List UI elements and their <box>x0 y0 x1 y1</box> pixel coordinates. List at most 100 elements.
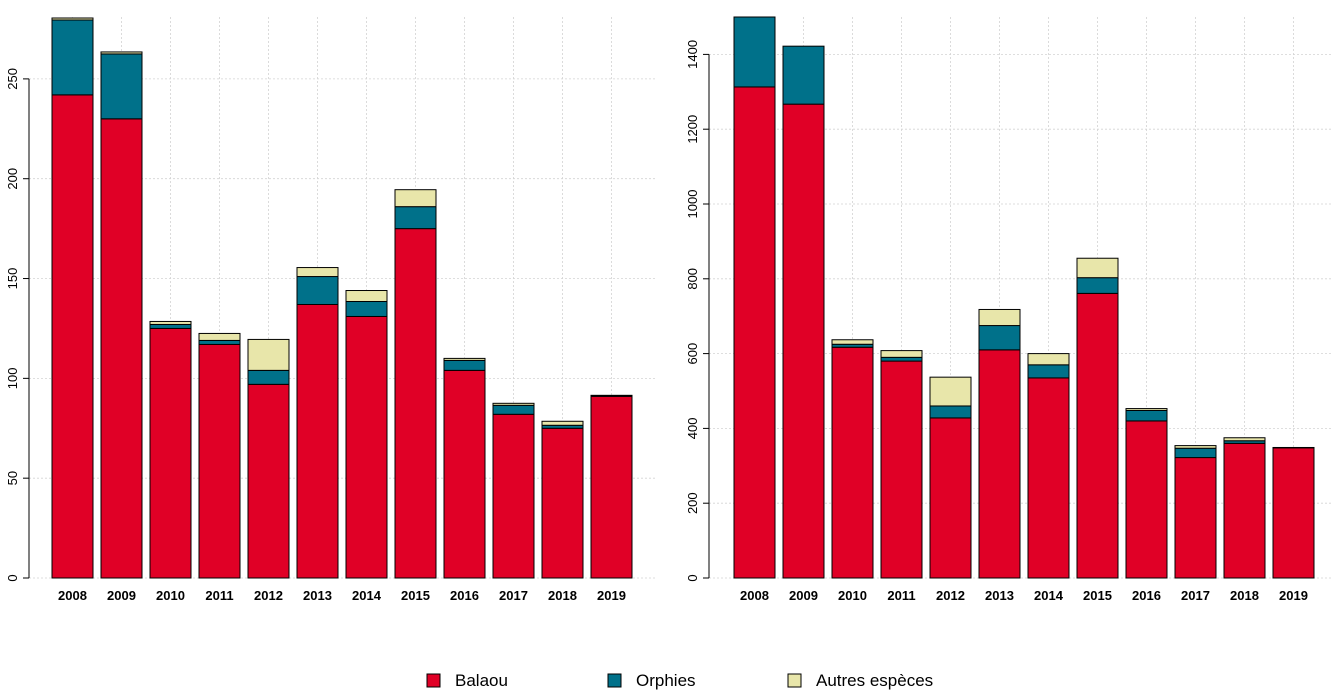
bar-autres-esp-ces-2009 <box>101 52 142 54</box>
bar-balaou-2009 <box>783 104 824 578</box>
bar-orphies-2015 <box>1077 278 1118 294</box>
bar-balaou-2012 <box>930 418 971 578</box>
bar-balaou-2012 <box>248 384 289 578</box>
x-tick-label: 2019 <box>597 588 626 603</box>
bar-autres-esp-ces-2016 <box>444 358 485 360</box>
bar-balaou-2018 <box>1224 443 1265 578</box>
bar-autres-esp-ces-2011 <box>881 351 922 358</box>
x-tick-label: 2010 <box>156 588 185 603</box>
bar-autres-esp-ces-2018 <box>1224 438 1265 441</box>
y-tick-label: 200 <box>685 492 700 514</box>
x-tick-label: 2013 <box>303 588 332 603</box>
legend-swatch-1 <box>427 674 440 687</box>
bar-balaou-2010 <box>150 328 191 578</box>
bar-balaou-2008 <box>52 95 93 578</box>
x-tick-label: 2009 <box>789 588 818 603</box>
x-tick-label: 2013 <box>985 588 1014 603</box>
bar-balaou-2013 <box>297 304 338 578</box>
bar-balaou-2014 <box>346 316 387 578</box>
bar-balaou-2019 <box>1273 448 1314 578</box>
bar-orphies-2015 <box>395 207 436 229</box>
bar-autres-esp-ces-2012 <box>930 377 971 406</box>
y-tick-label: 150 <box>5 268 20 290</box>
legend-label-3: Autres espèces <box>816 671 933 690</box>
bar-balaou-2010 <box>832 347 873 578</box>
bar-autres-esp-ces-2010 <box>150 321 191 324</box>
y-tick-label: 50 <box>5 471 20 485</box>
x-tick-label: 2015 <box>1083 588 1112 603</box>
y-tick-label: 0 <box>685 574 700 581</box>
bar-balaou-2019 <box>591 396 632 578</box>
bar-autres-esp-ces-2013 <box>979 309 1020 325</box>
bar-orphies-2010 <box>150 324 191 328</box>
bar-orphies-2019 <box>591 395 632 396</box>
y-tick-label: 1400 <box>685 40 700 69</box>
x-tick-label: 2012 <box>936 588 965 603</box>
y-tick-label: 0 <box>5 574 20 581</box>
bar-orphies-2014 <box>1028 365 1069 378</box>
bar-balaou-2015 <box>1077 293 1118 578</box>
bar-autres-esp-ces-2011 <box>199 333 240 340</box>
x-tick-label: 2017 <box>1181 588 1210 603</box>
bar-orphies-2009 <box>783 46 824 104</box>
bar-balaou-2017 <box>493 414 534 578</box>
bar-autres-esp-ces-2014 <box>346 291 387 302</box>
legend-label-1: Balaou <box>455 671 508 690</box>
bar-balaou-2016 <box>444 370 485 578</box>
bar-orphies-2008 <box>52 20 93 95</box>
y-tick-label: 1200 <box>685 115 700 144</box>
x-tick-label: 2014 <box>352 588 382 603</box>
bar-autres-esp-ces-2010 <box>832 340 873 344</box>
x-tick-label: 2016 <box>1132 588 1161 603</box>
y-tick-label: 400 <box>685 418 700 440</box>
bar-orphies-2017 <box>493 405 534 414</box>
x-tick-label: 2017 <box>499 588 528 603</box>
bar-orphies-2014 <box>346 301 387 316</box>
bar-autres-esp-ces-2013 <box>297 268 338 277</box>
legend-swatch-2 <box>608 674 621 687</box>
bar-orphies-2009 <box>101 54 142 119</box>
y-tick-label: 250 <box>5 68 20 90</box>
bar-orphies-2016 <box>1126 410 1167 420</box>
bar-orphies-2013 <box>297 277 338 305</box>
bar-balaou-2015 <box>395 229 436 578</box>
bar-balaou-2008 <box>734 87 775 578</box>
x-tick-label: 2018 <box>1230 588 1259 603</box>
y-tick-label: 100 <box>5 368 20 390</box>
bar-balaou-2009 <box>101 119 142 578</box>
legend: Balaou Orphies Autres espèces <box>427 671 933 690</box>
x-tick-label: 2008 <box>740 588 769 603</box>
x-tick-label: 2010 <box>838 588 867 603</box>
x-tick-label: 2008 <box>58 588 87 603</box>
bar-balaou-2017 <box>1175 458 1216 578</box>
bar-autres-esp-ces-2016 <box>1126 409 1167 411</box>
y-tick-label: 200 <box>5 168 20 190</box>
x-tick-label: 2011 <box>887 588 915 603</box>
x-tick-label: 2016 <box>450 588 479 603</box>
y-tick-label: 1000 <box>685 190 700 219</box>
bar-autres-esp-ces-2017 <box>493 403 534 405</box>
bar-balaou-2011 <box>199 344 240 578</box>
x-tick-label: 2018 <box>548 588 577 603</box>
bar-orphies-2008 <box>734 17 775 87</box>
bar-autres-esp-ces-2014 <box>1028 354 1069 365</box>
y-tick-label: 600 <box>685 343 700 365</box>
bar-autres-esp-ces-2018 <box>542 421 583 425</box>
bar-orphies-2012 <box>248 370 289 384</box>
x-tick-label: 2012 <box>254 588 283 603</box>
bar-autres-esp-ces-2015 <box>395 190 436 207</box>
bar-balaou-2016 <box>1126 421 1167 578</box>
x-tick-label: 2014 <box>1034 588 1064 603</box>
bar-autres-esp-ces-2008 <box>52 18 93 20</box>
bar-orphies-2013 <box>979 326 1020 350</box>
bar-autres-esp-ces-2017 <box>1175 446 1216 449</box>
bar-balaou-2011 <box>881 361 922 578</box>
legend-label-2: Orphies <box>636 671 696 690</box>
bar-autres-esp-ces-2012 <box>248 339 289 370</box>
bar-orphies-2016 <box>444 360 485 370</box>
legend-swatch-3 <box>788 674 801 687</box>
x-tick-label: 2019 <box>1279 588 1308 603</box>
